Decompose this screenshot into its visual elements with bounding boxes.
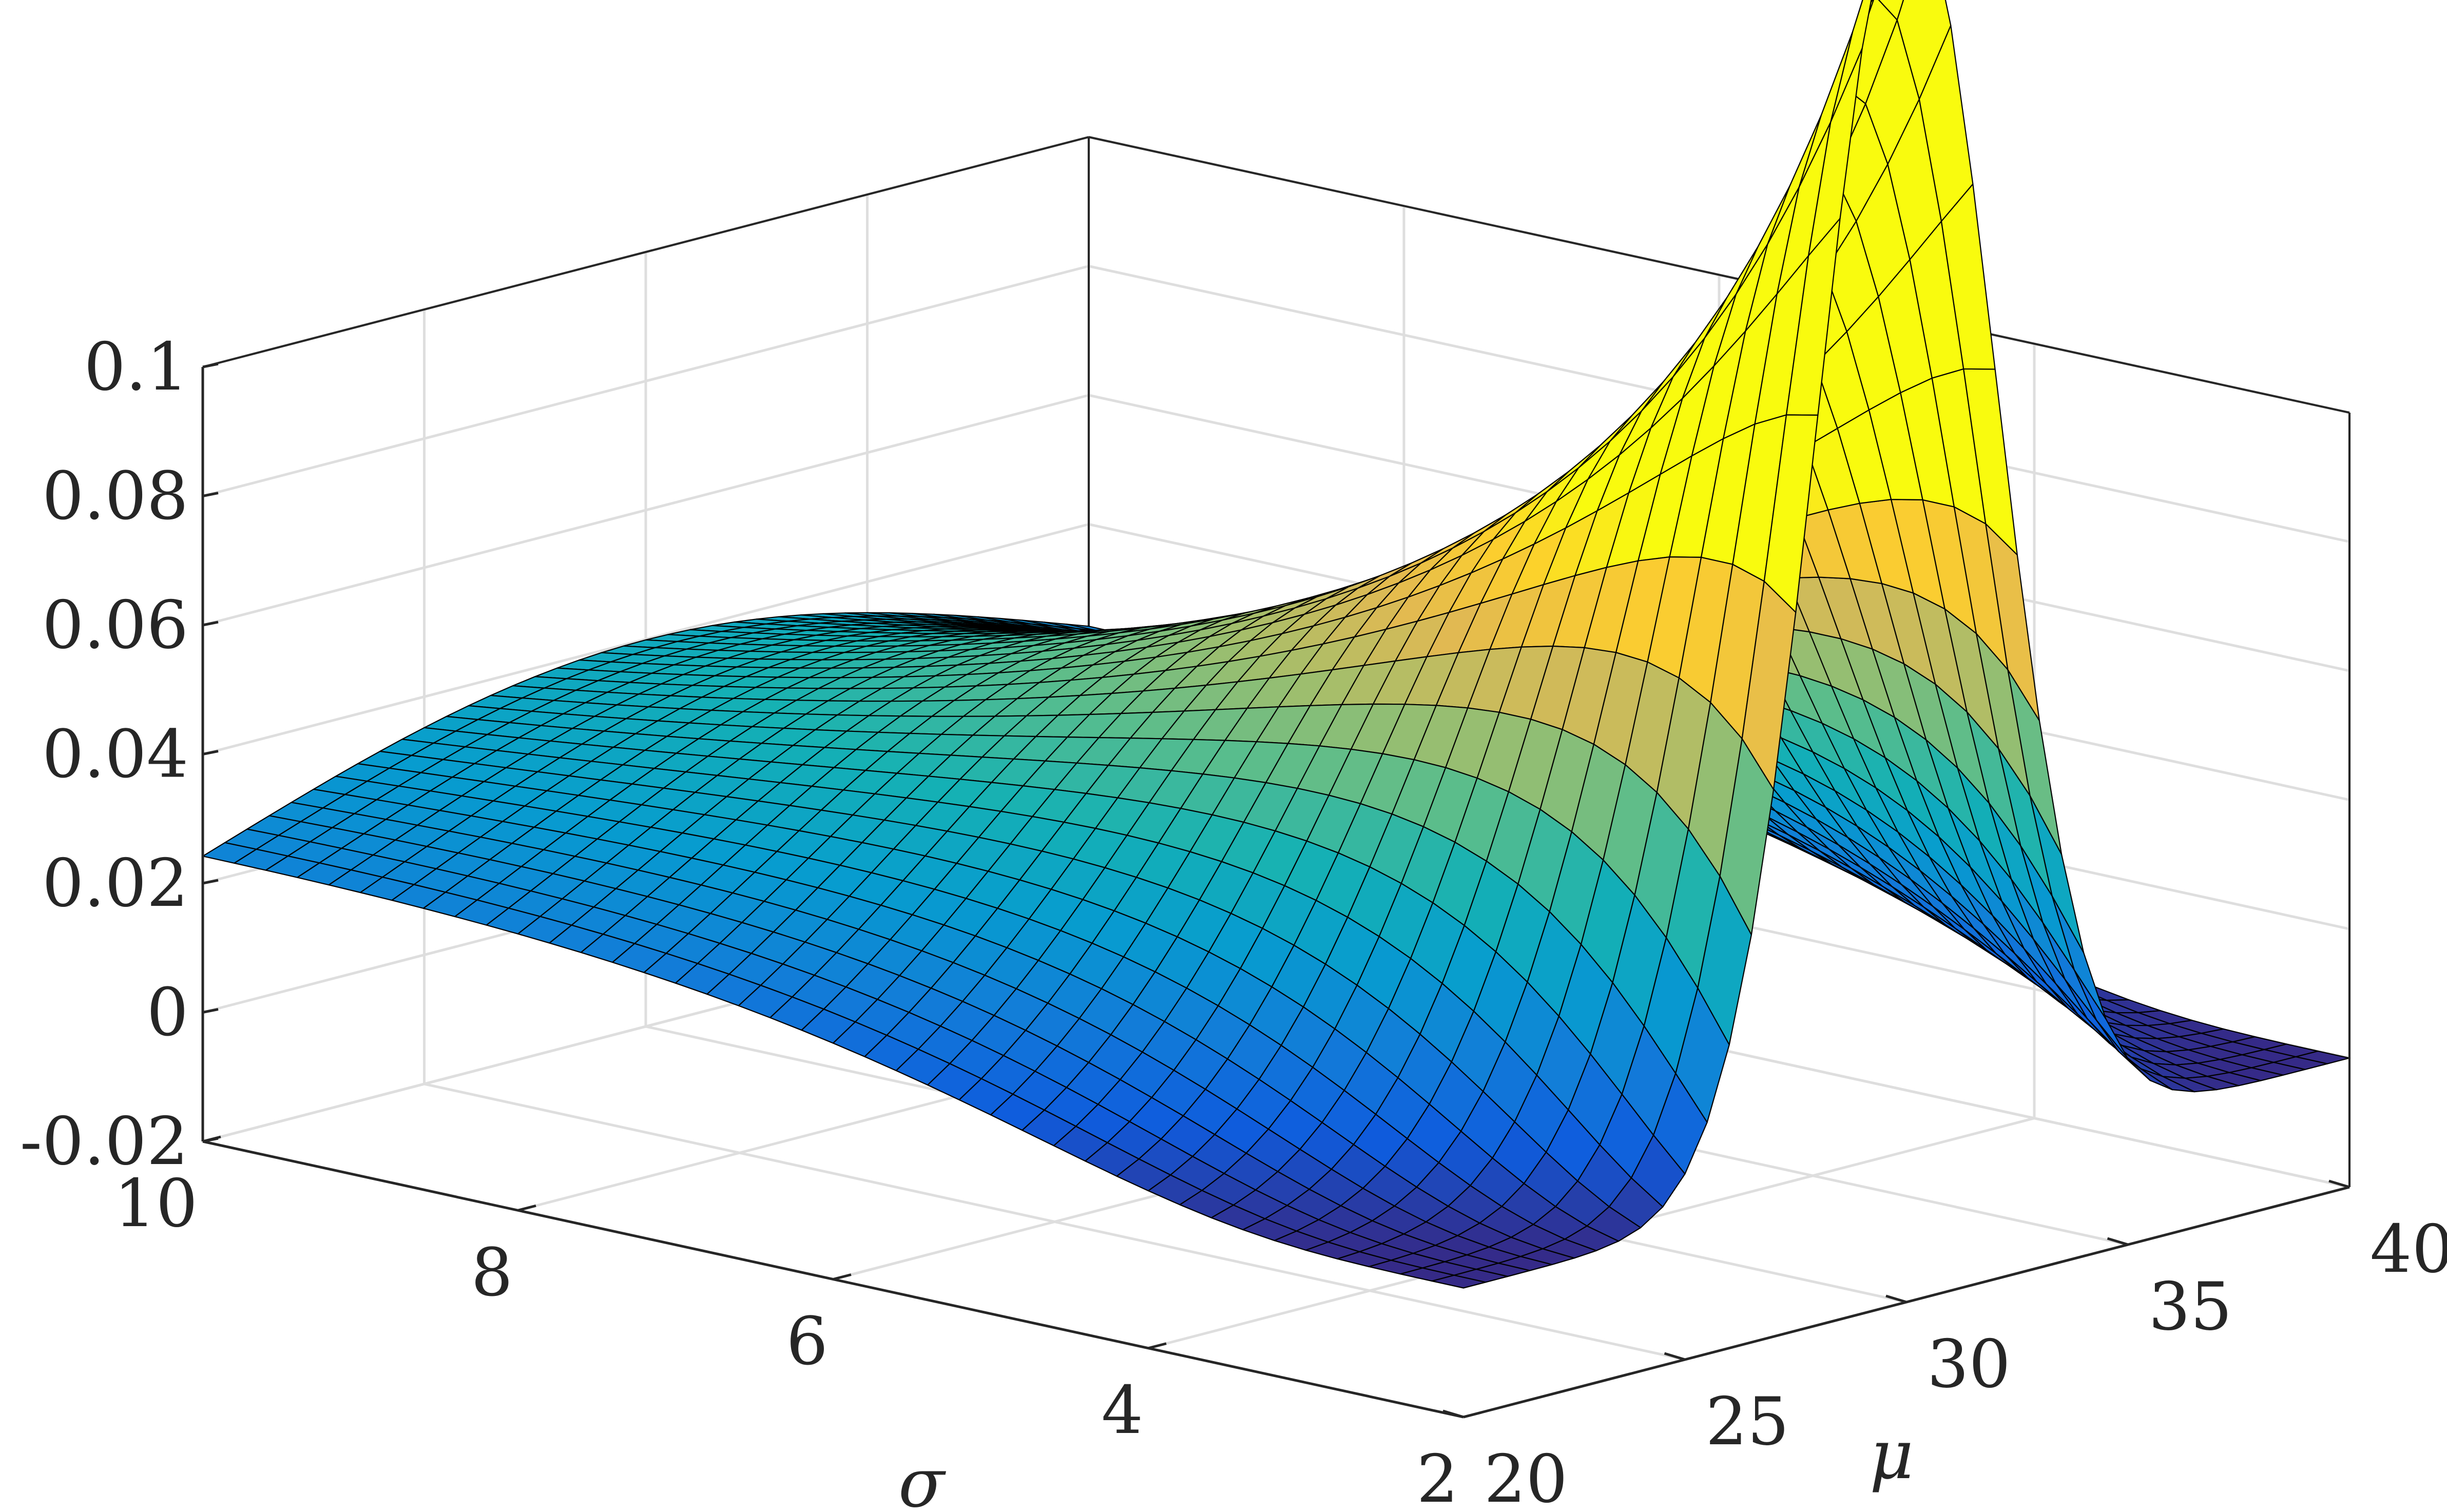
z-tick-label: 0.02: [42, 845, 188, 922]
z-tick-label: 0.06: [42, 587, 188, 664]
x-tick: [517, 1204, 536, 1212]
surface-facet: [1431, 1274, 1487, 1289]
y-tick: [2328, 1179, 2350, 1189]
y-tick-label: 20: [1484, 1441, 1568, 1512]
y-tick: [1664, 1352, 1686, 1361]
z-tick: [202, 362, 219, 369]
z-tick: [202, 492, 219, 497]
floor-grid-line: [423, 1082, 1686, 1361]
z-tick: [202, 621, 219, 627]
z-tick-label: 0.08: [42, 458, 188, 535]
y-tick-label: 35: [2149, 1269, 2232, 1345]
x-tick-label: 2: [1417, 1441, 1458, 1512]
z-tick: [202, 750, 219, 755]
y-axis-label: μ: [1870, 1416, 1914, 1495]
x-tick: [1463, 1411, 1482, 1419]
y-tick-label: 30: [1927, 1326, 2011, 1403]
z-tick-label: -0.02: [20, 1103, 188, 1180]
front-axes: -0.02 0 0.02 0.04 0.06 0.08 0.1 10 8 6 4 2 20 25 30 35 4…: [20, 329, 2447, 1512]
y-tick: [1885, 1294, 1907, 1304]
y-tick-label: 40: [2370, 1211, 2447, 1288]
x-axis-label: σ: [898, 1444, 947, 1512]
z-tick: [202, 1008, 219, 1014]
z-tick-label: 0: [147, 975, 188, 1051]
surface-mesh: [202, 0, 2350, 1289]
x-tick: [202, 1135, 221, 1143]
z-tick-label: 0.1: [84, 329, 188, 405]
x-tick: [1148, 1342, 1167, 1350]
z-tick-label: 0.04: [42, 716, 188, 793]
surface-facet: [1878, 0, 1904, 21]
x-tick-label: 10: [114, 1166, 198, 1242]
box-edge: [202, 136, 1089, 368]
x-tick-label: 6: [786, 1304, 828, 1380]
y-tick: [2107, 1237, 2129, 1246]
y-tick: [1442, 1409, 1464, 1419]
x-tick-label: 4: [1102, 1372, 1143, 1449]
x-tick-label: 8: [471, 1234, 513, 1311]
z-tick: [202, 879, 219, 885]
y-tick-label: 25: [1706, 1384, 1789, 1460]
axis-labels: σ μ: [898, 1416, 1914, 1512]
box-edge: [1088, 136, 2350, 414]
surface-facet: [1896, 0, 1952, 100]
x-tick: [833, 1273, 852, 1281]
